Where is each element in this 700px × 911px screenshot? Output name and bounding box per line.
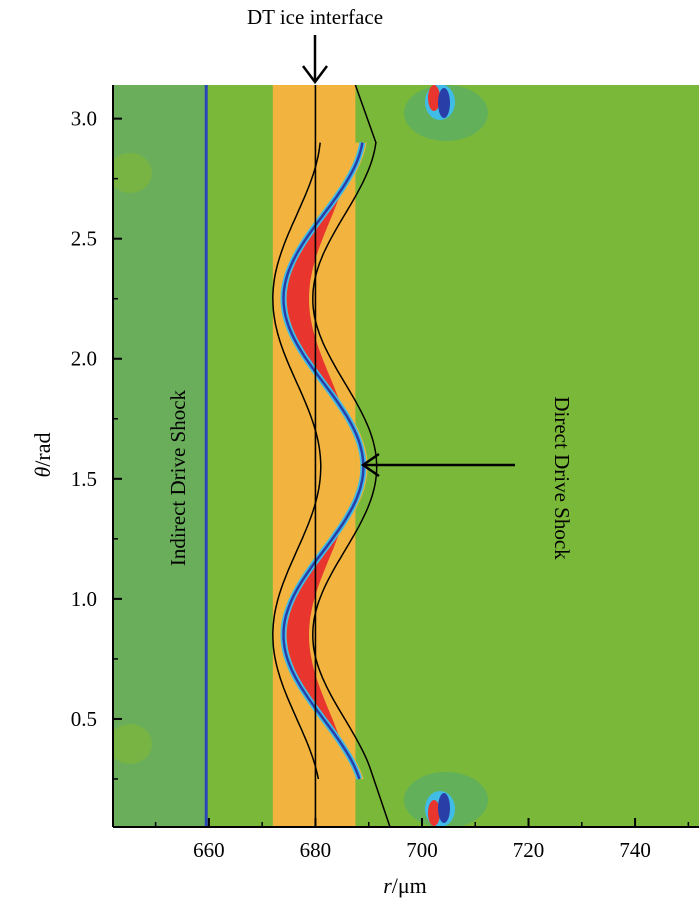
dt-ice-interface-arrow (302, 35, 328, 85)
axes: 660 680 700 720 740 0.5 1.0 1.5 2.0 2.5 3.0 (71, 85, 699, 862)
y-tick-label: 2.5 (71, 227, 97, 251)
inner-region-blob-top (113, 153, 152, 193)
x-axis-unit: /μm (392, 873, 427, 898)
plot-background (113, 85, 699, 827)
direct-drive-shock-label: Direct Drive Shock (550, 396, 574, 560)
indirect-drive-shock-label: Indirect Drive Shock (166, 389, 190, 566)
direct-drive-shock-front (282, 142, 365, 780)
peak-region-lower (286, 534, 339, 736)
inner-contour-line (272, 142, 322, 780)
y-tick-label: 2.0 (71, 347, 97, 371)
inner-region-blob-bottom (113, 724, 152, 764)
x-ticks: 660 680 700 720 740 (154, 818, 690, 862)
edge-feature-bottom (404, 772, 488, 827)
annotations: DT ice interface Indirect Drive Shock Di… (166, 5, 574, 566)
x-axis-var: r (383, 873, 392, 898)
y-axis-var: θ (30, 467, 55, 478)
direct-drive-shock-arrow (360, 452, 515, 478)
inner-region (113, 85, 207, 827)
x-tick-label: 660 (193, 838, 225, 862)
x-tick-label: 720 (513, 838, 545, 862)
dt-ice-interface-label: DT ice interface (247, 5, 383, 29)
x-tick-label: 740 (619, 838, 651, 862)
x-tick-label: 680 (300, 838, 332, 862)
peak-region-upper (286, 197, 339, 400)
y-tick-label: 3.0 (71, 107, 97, 131)
y-axis-unit: /rad (30, 432, 55, 466)
x-axis-title: r/μm (383, 873, 427, 898)
y-tick-label: 1.5 (71, 467, 97, 491)
y-axis-title: θ/rad (30, 432, 55, 477)
y-tick-label: 0.5 (71, 707, 97, 731)
edge-feature-top (404, 85, 488, 141)
y-tick-label: 1.0 (71, 587, 97, 611)
plot-area (113, 85, 699, 827)
x-tick-label: 700 (406, 838, 438, 862)
y-ticks: 0.5 1.0 1.5 2.0 2.5 3.0 (71, 107, 122, 780)
